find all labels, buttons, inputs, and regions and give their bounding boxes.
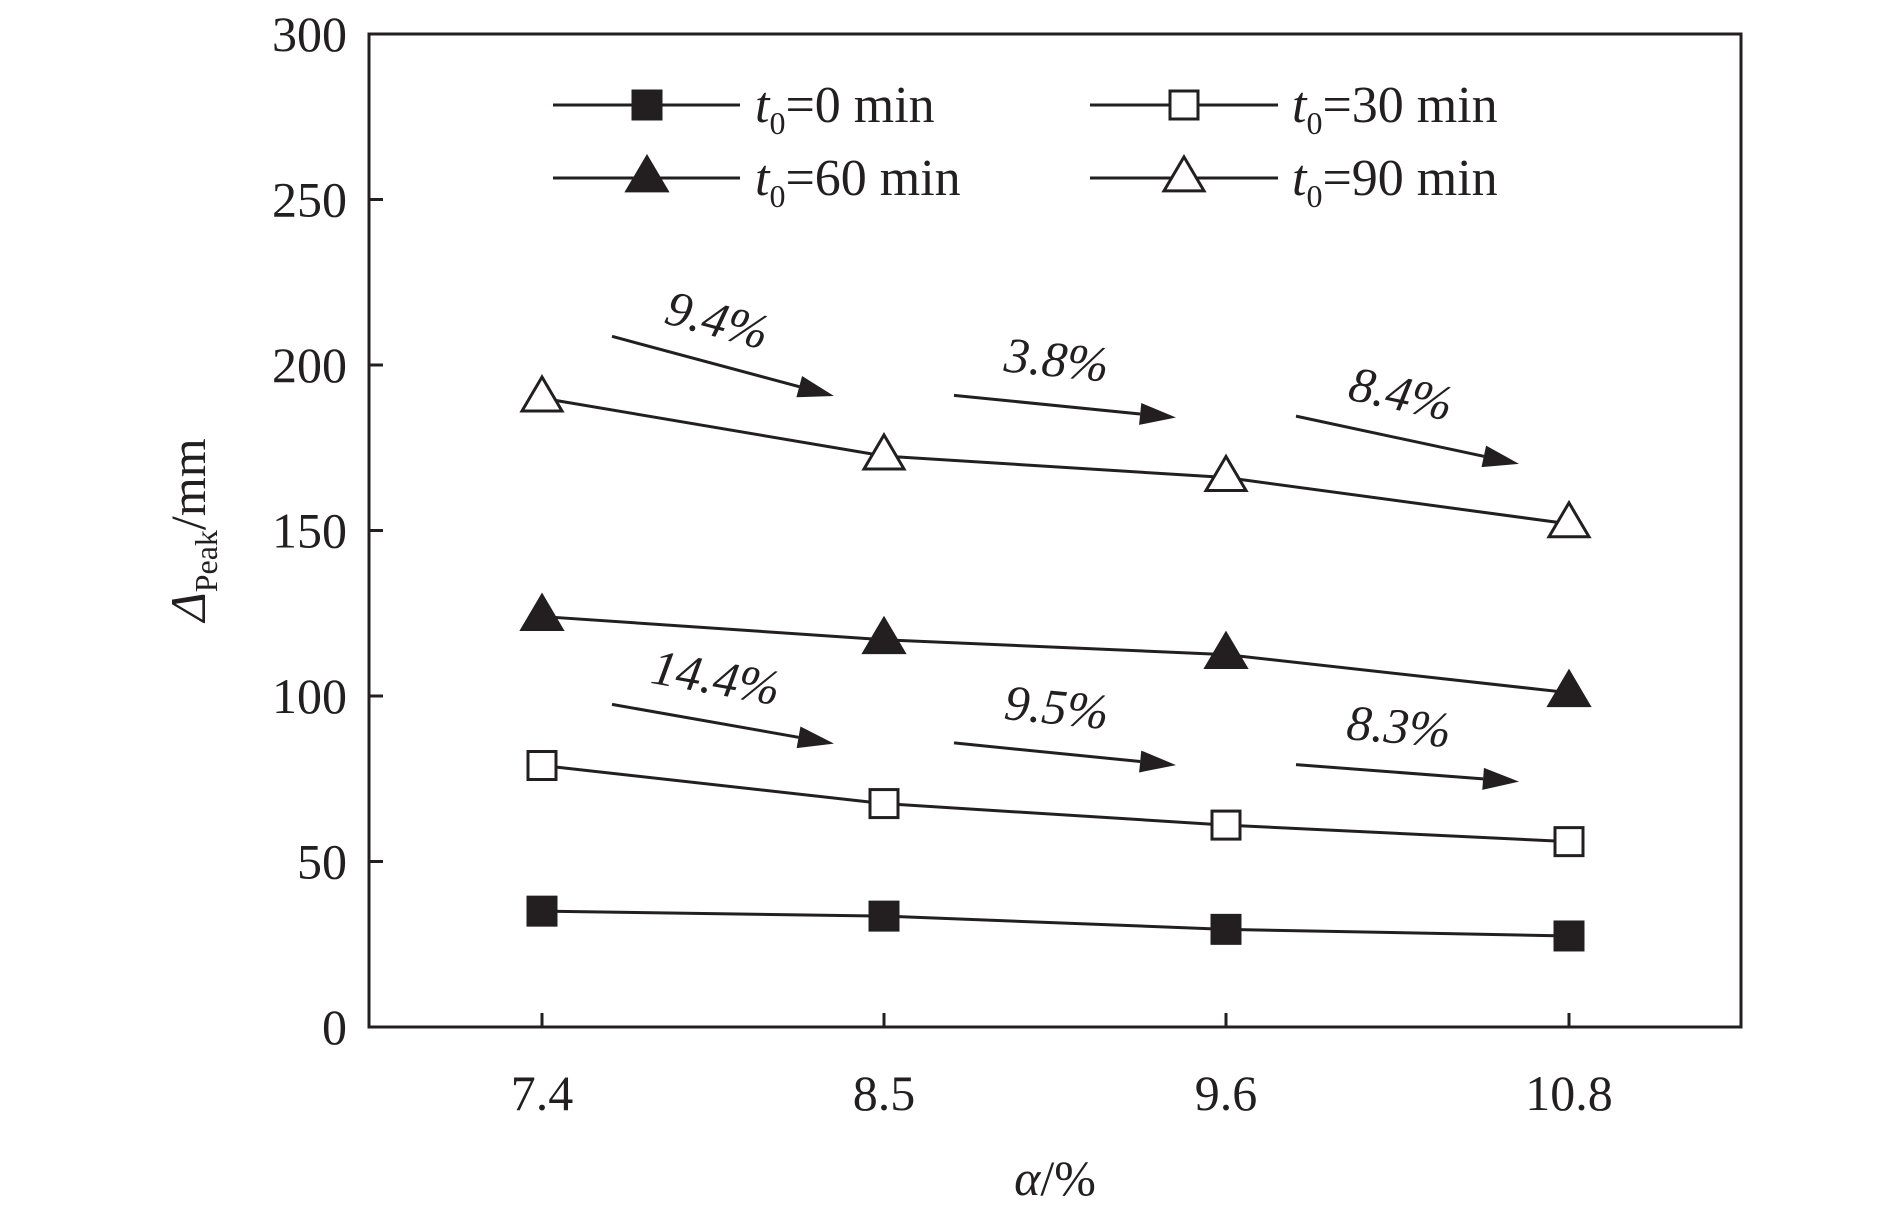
y-axis: 0 50 100 150 200 250 300 [272, 6, 383, 1055]
legend-label: t0=30 min [1292, 77, 1498, 141]
data-point [526, 895, 558, 927]
annotation-label: 8.4% [1344, 355, 1458, 432]
x-tick-label: 8.5 [853, 1065, 916, 1121]
annotation-arrow [611, 334, 800, 389]
annotation-label: 8.3% [1345, 694, 1453, 758]
x-axis-title: α/% [1014, 1150, 1096, 1206]
plot-frame [367, 32, 1743, 1029]
data-point [526, 750, 558, 782]
change-annotation: 14.4% [611, 638, 834, 749]
plot-area: 0 50 100 150 200 250 300 7.4 8.5 9.6 10.8 9.4% 3.8… [272, 6, 1743, 1121]
y-axis-unit: /mm [160, 438, 216, 530]
data-point [861, 615, 907, 655]
series-line [541, 615, 1570, 695]
y-axis-subscript: Peak [188, 530, 224, 592]
data-point [861, 431, 907, 471]
annotation-label: 9.5% [1002, 674, 1111, 740]
data-point [1203, 630, 1249, 670]
change-annotation: 3.8% [953, 326, 1176, 425]
change-annotation: 8.3% [1295, 694, 1519, 790]
x-tick-label: 7.4 [511, 1065, 574, 1121]
series-3 [519, 374, 1592, 539]
series-layer [519, 374, 1592, 952]
change-annotation: 8.4% [1295, 355, 1519, 468]
y-tick-label: 50 [297, 834, 347, 890]
arrow-head [1139, 750, 1176, 773]
legend-marker [631, 89, 663, 121]
legend-marker [1161, 153, 1207, 193]
arrow-head [1482, 767, 1519, 790]
y-axis-title: ΔPeak/mm [160, 438, 224, 623]
data-point [868, 900, 900, 932]
annotation-arrow [953, 393, 1141, 416]
arrow-head [796, 726, 834, 749]
y-tick-label: 250 [272, 172, 347, 228]
series-1 [526, 750, 1585, 858]
annotation-arrow [953, 741, 1141, 764]
x-tick-label: 10.8 [1525, 1065, 1613, 1121]
data-point [1546, 668, 1592, 708]
y-tick-label: 0 [322, 999, 347, 1055]
data-point [1210, 809, 1242, 841]
y-tick-label: 300 [272, 6, 347, 62]
y-tick-label: 150 [272, 503, 347, 559]
legend-item-2: t0=60 min [553, 150, 961, 214]
data-point [1546, 499, 1592, 539]
series-line [541, 764, 1570, 844]
data-point [519, 374, 565, 413]
data-point [1553, 920, 1585, 952]
annotation-label: 9.4% [660, 279, 775, 360]
legend: t0=0 min t0=30 min t0=60 min t0=90 min [553, 77, 1498, 214]
legend-label: t0=90 min [1292, 150, 1498, 214]
data-point [868, 788, 900, 820]
annotation-arrow [1295, 763, 1484, 781]
annotation-layer: 9.4% 3.8% 8.4% 14.4% 9.5% 8.3% [611, 279, 1519, 790]
svg-text:α/%: α/% [1014, 1150, 1096, 1206]
annotation-label: 14.4% [647, 638, 784, 716]
data-point [519, 592, 565, 631]
annotation-arrow [611, 702, 799, 739]
series-line [541, 396, 1570, 526]
data-point [1553, 826, 1585, 858]
x-axis-symbol: α [1014, 1150, 1042, 1206]
arrow-head [796, 376, 834, 398]
legend-item-0: t0=0 min [553, 77, 935, 141]
series-line [541, 909, 1570, 938]
legend-label: t0=0 min [755, 77, 935, 141]
legend-marker [1168, 89, 1200, 121]
series-0 [526, 895, 1585, 952]
arrow-head [1481, 445, 1519, 468]
data-point [1210, 913, 1242, 945]
arrow-head [1139, 403, 1176, 425]
svg-text:ΔPeak/mm: ΔPeak/mm [160, 438, 224, 623]
y-tick-label: 200 [272, 337, 347, 393]
change-annotation: 9.4% [611, 279, 834, 398]
y-tick-label: 100 [272, 668, 347, 724]
y-axis-symbol: Δ [160, 592, 216, 623]
legend-label: t0=60 min [755, 150, 961, 214]
x-axis: 7.4 8.5 9.6 10.8 [511, 1013, 1613, 1121]
x-axis-unit: /% [1040, 1150, 1096, 1206]
data-point [1203, 453, 1249, 492]
legend-item-3: t0=90 min [1090, 150, 1498, 214]
legend-item-1: t0=30 min [1090, 77, 1498, 141]
annotation-arrow [1295, 414, 1485, 458]
series-2 [519, 592, 1592, 708]
x-tick-label: 9.6 [1195, 1065, 1258, 1121]
change-annotation: 9.5% [953, 674, 1176, 773]
legend-marker [624, 153, 670, 193]
annotation-label: 3.8% [1001, 326, 1111, 392]
